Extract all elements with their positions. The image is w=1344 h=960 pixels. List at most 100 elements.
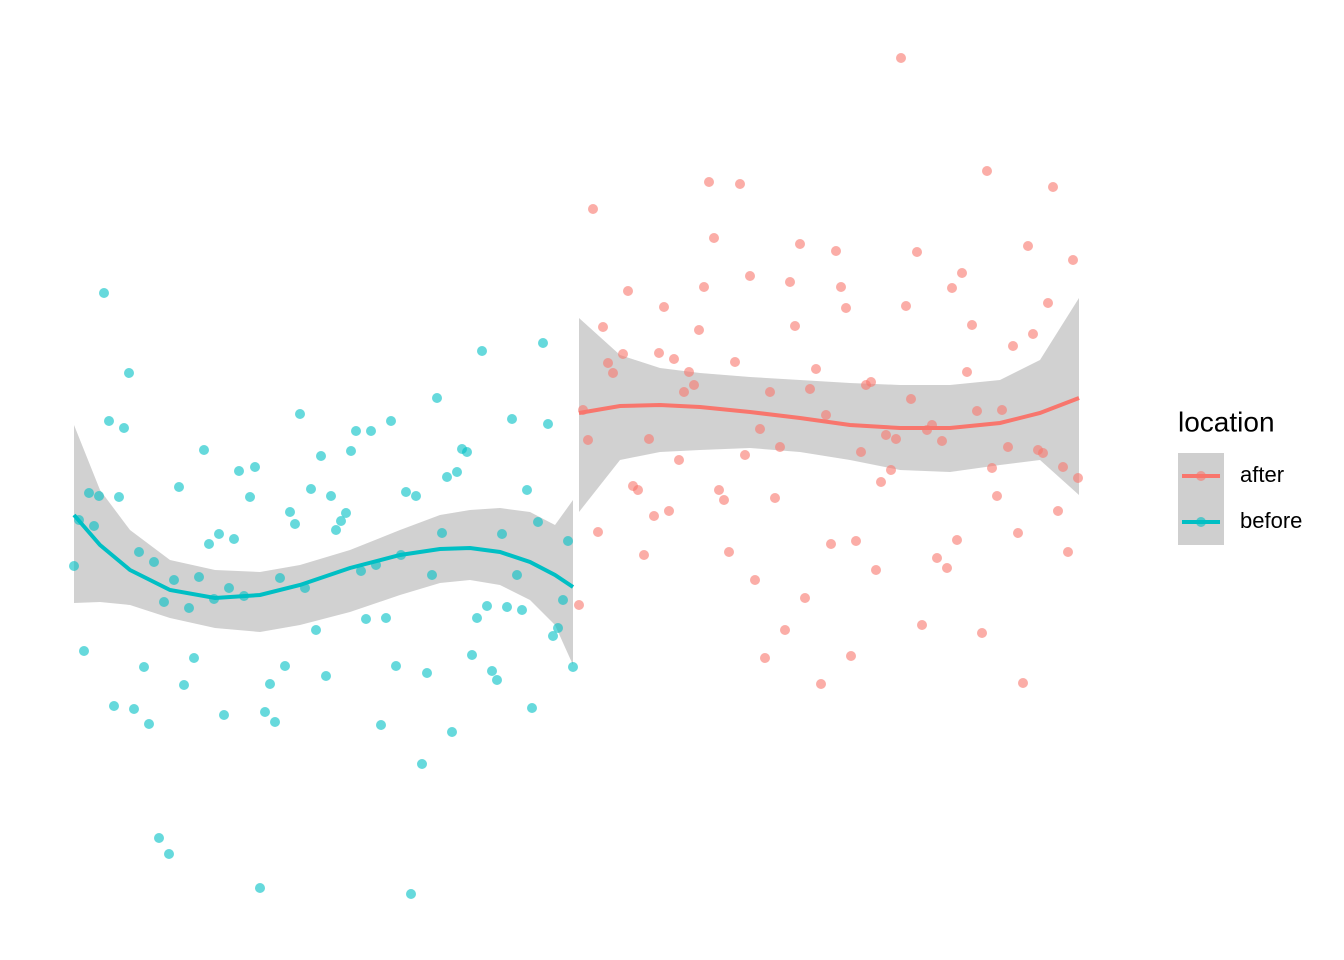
point [679,387,689,397]
point [765,387,775,397]
point [1053,506,1063,516]
point [1008,341,1018,351]
point [558,595,568,605]
point [129,704,139,714]
point [856,447,866,457]
point [583,435,593,445]
point [119,423,129,433]
point [229,534,239,544]
point [376,720,386,730]
point [1028,329,1038,339]
point [795,239,805,249]
point [851,536,861,546]
point [740,450,750,460]
point [633,485,643,495]
point [199,445,209,455]
point [89,521,99,531]
point [730,357,740,367]
point [755,424,765,434]
point [684,367,694,377]
point [1013,528,1023,538]
point [295,409,305,419]
point [836,282,846,292]
point [275,573,285,583]
point [124,368,134,378]
point [977,628,987,638]
point [598,322,608,332]
point [336,516,346,526]
point [179,680,189,690]
point [659,302,669,312]
point [735,179,745,189]
point [331,525,341,535]
point [699,282,709,292]
point [816,679,826,689]
point [750,575,760,585]
point [664,506,674,516]
legend-label: before [1240,508,1302,533]
point [805,384,815,394]
point [502,602,512,612]
point [477,346,487,356]
point [154,833,164,843]
point [669,354,679,364]
point [881,430,891,440]
point [467,650,477,660]
point [760,653,770,663]
point [694,325,704,335]
point [603,358,613,368]
point [139,662,149,672]
point [260,707,270,717]
point [366,426,376,436]
point [411,491,421,501]
point [800,593,810,603]
point [417,759,427,769]
point [957,268,967,278]
point [1043,298,1053,308]
point [194,572,204,582]
point [821,410,831,420]
point [674,455,684,465]
point [427,570,437,580]
point [593,527,603,537]
point [311,625,321,635]
point [649,511,659,521]
point [719,495,729,505]
point [306,484,316,494]
point [79,646,89,656]
point [639,550,649,560]
point [901,301,911,311]
point [255,883,265,893]
point [517,605,527,615]
point [522,485,532,495]
point [790,321,800,331]
legend-key-bg [1178,453,1224,545]
point [871,565,881,575]
point [189,653,199,663]
point [932,553,942,563]
point [104,416,114,426]
point [937,436,947,446]
point [497,529,507,539]
point [689,380,699,390]
point [588,204,598,214]
point [406,889,416,899]
point [351,426,361,436]
legend-title: location [1178,406,1275,437]
point [563,536,573,546]
point [204,539,214,549]
point [391,661,401,671]
point [527,703,537,713]
point [1038,448,1048,458]
point [947,283,957,293]
point [174,482,184,492]
point [219,710,229,720]
point [644,434,654,444]
point [714,485,724,495]
point [780,625,790,635]
point [341,508,351,518]
point [553,623,563,633]
point [245,492,255,502]
point [952,535,962,545]
